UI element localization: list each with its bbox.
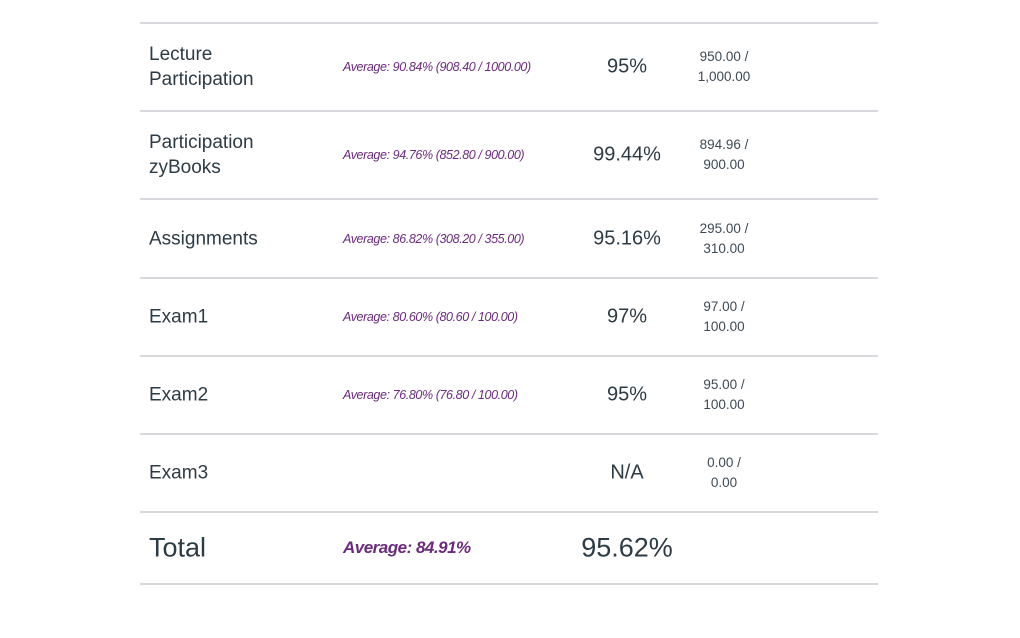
points-possible: 900.00 xyxy=(703,157,745,172)
grade-row-exam1: Exam1 Average: 80.60% (80.60 / 100.00) 9… xyxy=(140,279,878,357)
category-name-line: Participation xyxy=(149,132,254,153)
grade-row-total: Total Average: 84.91% 95.62% xyxy=(140,513,878,585)
class-average: Average: 76.80% (76.80 / 100.00) xyxy=(343,388,518,402)
class-average: Average: 94.76% (852.80 / 900.00) xyxy=(343,148,525,162)
category-name: Exam1 xyxy=(149,306,209,328)
category-name: Lecture Participation xyxy=(149,42,319,92)
category-name-line: zyBooks xyxy=(149,157,221,178)
points-score: 295.00 / 310.00 xyxy=(688,219,760,259)
points-earned: 97.00 / xyxy=(703,299,745,314)
category-name-line: Lecture xyxy=(149,44,213,65)
total-label: Total xyxy=(149,532,207,563)
grade-summary-table: Lecture Participation Average: 90.84% (9… xyxy=(140,22,878,585)
points-earned: 950.00 / xyxy=(699,49,749,64)
points-earned: 295.00 / xyxy=(699,220,749,236)
grade-percent: 95% xyxy=(606,383,648,406)
grade-row-exam2: Exam2 Average: 76.80% (76.80 / 100.00) 9… xyxy=(140,357,878,435)
points-earned: 95.00 / xyxy=(703,377,745,392)
points-possible: 310.00 xyxy=(703,240,745,256)
grade-percent: N/A xyxy=(610,461,644,484)
grade-percent: 95% xyxy=(606,55,648,78)
category-name: Exam3 xyxy=(149,462,209,484)
points-score: 894.96 / 900.00 xyxy=(688,135,760,175)
points-possible: 0.00 xyxy=(710,475,738,490)
grade-row-assignments: Assignments Average: 86.82% (308.20 / 35… xyxy=(140,200,878,279)
grade-row-exam3: Exam3 N/A 0.00 / 0.00 xyxy=(140,435,878,513)
class-average: Average: 90.84% (908.40 / 1000.00) xyxy=(343,60,531,74)
category-name: Exam2 xyxy=(149,384,209,406)
class-average: Average: 86.82% (308.20 / 355.00) xyxy=(343,231,525,246)
category-name: Participation zyBooks xyxy=(149,130,319,180)
points-score: 0.00 / 0.00 xyxy=(688,453,760,493)
class-average: Average: 80.60% (80.60 / 100.00) xyxy=(343,310,518,324)
grade-percent: 99.44% xyxy=(593,143,661,166)
points-score: 97.00 / 100.00 xyxy=(688,297,760,337)
grade-percent: 95.16% xyxy=(593,227,661,249)
points-possible: 100.00 xyxy=(703,319,745,334)
category-name: Assignments xyxy=(149,228,258,249)
grade-row-lecture-participation: Lecture Participation Average: 90.84% (9… xyxy=(140,24,878,112)
total-class-average: Average: 84.91% xyxy=(343,538,471,557)
points-possible: 1,000.00 xyxy=(697,69,751,84)
grade-row-participation-zybooks: Participation zyBooks Average: 94.76% (8… xyxy=(140,112,878,200)
category-name-line: Participation xyxy=(149,69,254,90)
grade-percent: 97% xyxy=(606,305,648,328)
points-earned: 894.96 / xyxy=(699,137,749,152)
points-score: 950.00 / 1,000.00 xyxy=(688,47,760,87)
points-earned: 0.00 / xyxy=(707,455,741,470)
total-grade-percent: 95.62% xyxy=(581,532,673,563)
points-possible: 100.00 xyxy=(703,397,745,412)
points-score: 95.00 / 100.00 xyxy=(688,375,760,415)
